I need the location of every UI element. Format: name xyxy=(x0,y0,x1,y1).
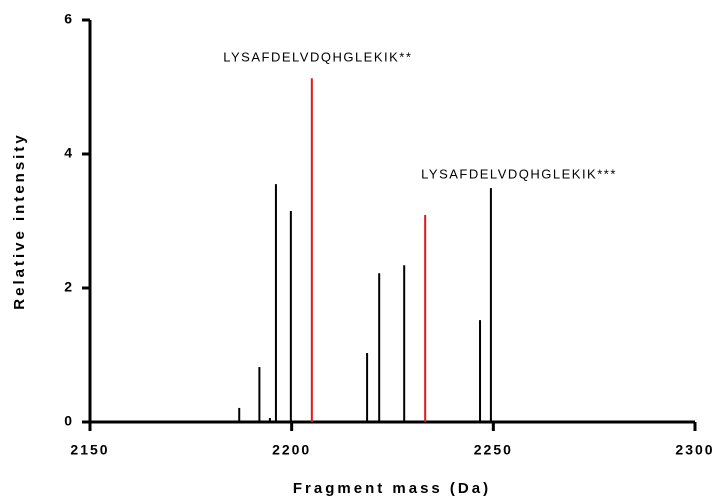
annotation: LYSAFDELVDQHGLEKIK*** xyxy=(421,166,617,181)
y-tick-label: 6 xyxy=(64,11,74,27)
y-axis-label: Relative intensity xyxy=(11,132,28,309)
x-tick-label: 2300 xyxy=(675,442,714,458)
y-tick-label: 0 xyxy=(64,413,74,429)
x-tick-label: 2150 xyxy=(70,442,109,458)
x-axis-label: Fragment mass (Da) xyxy=(293,480,491,497)
annotation: LYSAFDELVDQHGLEKIK** xyxy=(223,50,412,65)
y-tick-label: 2 xyxy=(64,279,74,295)
x-tick-label: 2200 xyxy=(272,442,311,458)
x-tick-label: 2250 xyxy=(474,442,513,458)
y-tick-label: 4 xyxy=(64,145,74,161)
